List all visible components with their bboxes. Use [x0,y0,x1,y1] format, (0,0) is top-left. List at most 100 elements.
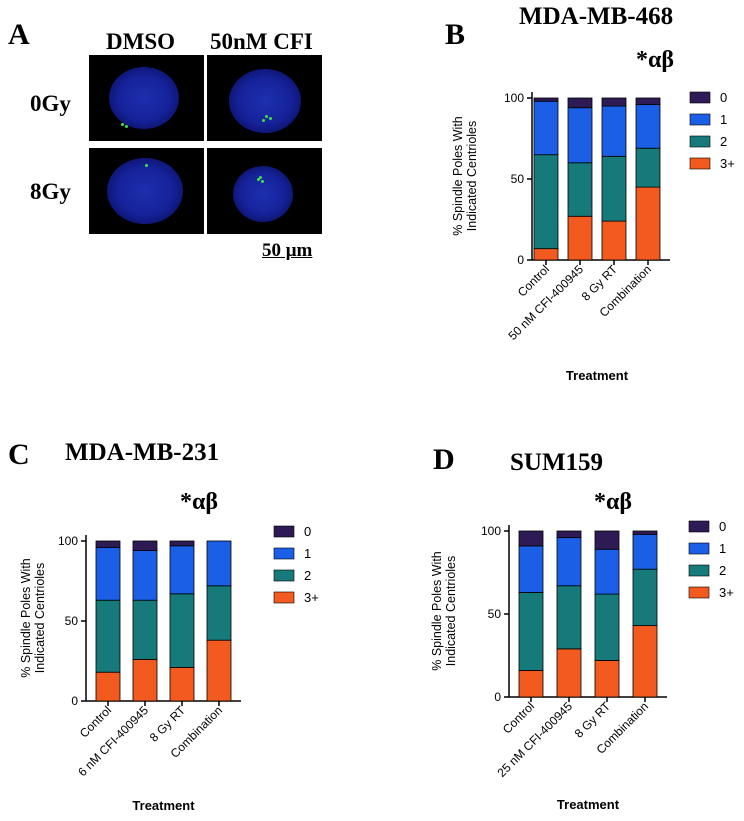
legend-swatch-3plus [273,591,295,604]
bar-segment-3plus [601,220,627,261]
y-tick-label: 0 [517,253,524,267]
stacked-bar-chart-b: 0 50 100 % Spindle Poles WithIndicated Cent… [451,90,735,383]
x-axis-label: Treatment [132,798,195,813]
legend-label: 2 [719,563,726,578]
legend-label: 3+ [720,156,735,171]
nucleus [229,69,301,133]
micrograph-cfi-8gy [207,148,322,234]
bar-segment-3plus [567,215,593,261]
bar-segment-1 [533,100,559,156]
y-axis-label: % Spindle Poles WithIndicated Centrioles [451,116,479,236]
legend-swatch-1 [273,547,295,560]
nucleus [107,158,183,224]
legend-label: 0 [720,90,727,105]
centriole-dot [259,176,262,179]
bar-segment-3plus [518,670,544,698]
centriole-dot [261,180,264,183]
bar-segment-3plus [169,666,195,702]
bar-segment-0 [132,540,158,552]
legend-label: 3+ [304,590,319,605]
bar-segment-0 [632,530,658,535]
legend-label: 2 [720,134,727,149]
bar-segment-1 [556,537,582,587]
bar-segment-1 [632,533,658,570]
micrograph-dmso-0gy [89,55,204,141]
bar-segment-3plus [132,658,158,702]
row-label-8gy: 8Gy [30,179,71,204]
bar-segment-2 [567,162,593,217]
legend-swatch-3plus [688,586,710,599]
legend-swatch-0 [688,520,710,533]
x-axis-label: Treatment [566,368,629,383]
bar-segment-2 [206,585,232,641]
y-tick-label: 0 [494,690,501,704]
legend-swatch-0 [273,525,295,538]
y-tick-label: 100 [58,534,78,548]
centriole-dot [269,117,272,120]
bar-segment-3plus [95,671,121,702]
bar-segment-2 [518,592,544,671]
bar-segment-2 [533,154,559,250]
legend-swatch-1 [688,542,710,555]
centriole-dot [125,125,128,128]
bar-segment-1 [567,107,593,164]
panel-letter-c: C [8,438,30,471]
bar-segment-0 [635,97,661,105]
significance-c: *αβ [180,489,219,515]
bar-segment-0 [556,530,582,539]
legend-label: 1 [720,112,727,127]
bar-segment-3plus [632,625,658,698]
legend-swatch-3plus [689,157,711,170]
category-label: 6 nM CFI-400945 [75,703,151,779]
bar-segment-1 [169,545,195,595]
legend-label: 0 [304,524,311,539]
legend-label: 1 [304,546,311,561]
bar-segment-3plus [206,639,232,702]
stacked-bar-chart-c: 0 50 100 % Spindle Poles WithIndicated Cent… [19,524,319,813]
bar-segment-3plus [594,660,620,698]
bar-segment-2 [169,593,195,668]
bar-segment-2 [132,599,158,660]
bar-segment-3plus [635,186,661,261]
nucleus [233,166,293,222]
bar-segment-0 [169,540,195,547]
panel-letter-b: B [445,18,466,51]
bar-segment-2 [594,593,620,661]
nucleus [109,67,179,129]
significance-d: *αβ [594,489,633,515]
column-label-dmso: DMSO [106,29,175,54]
y-axis-label: % Spindle Poles WithIndicated Centrioles [430,551,458,671]
legend-swatch-2 [688,564,710,577]
y-tick-label: 50 [488,607,502,621]
legend-swatch-1 [689,113,711,126]
bar-segment-0 [601,97,627,107]
column-label-cfi: 50nM CFI [210,29,313,54]
chart-title-c: MDA-MB-231 [65,439,220,466]
y-axis-label: % Spindle Poles WithIndicated Centrioles [19,558,47,678]
legend-swatch-2 [273,569,295,582]
bar-segment-0 [533,97,559,102]
centriole-dot [121,123,124,126]
scale-bar-label: 50 μm [262,240,313,261]
y-tick-label: 100 [481,524,501,538]
bar-segment-1 [132,550,158,601]
bar-segment-1 [206,540,232,587]
bar-segment-0 [95,540,121,548]
bar-segment-0 [567,97,593,109]
bar-segment-0 [594,530,620,550]
stacked-bar-chart-d: 0 50 100 % Spindle Poles WithIndicated Cent… [430,519,734,812]
chart-title-d: SUM159 [510,449,604,476]
micrograph-cfi-0gy [207,55,322,141]
bar-segment-1 [635,104,661,149]
legend-label: 2 [304,568,311,583]
bar-segment-2 [556,585,582,650]
y-tick-label: 0 [71,694,78,708]
y-tick-label: 50 [65,614,79,628]
legend-label: 0 [719,519,726,534]
bar-segment-1 [601,105,627,157]
bar-segment-2 [635,147,661,188]
micrograph-dmso-8gy [89,148,204,234]
significance-b: *αβ [636,47,675,73]
centriole-dot [145,164,148,167]
y-tick-label: 50 [511,172,525,186]
